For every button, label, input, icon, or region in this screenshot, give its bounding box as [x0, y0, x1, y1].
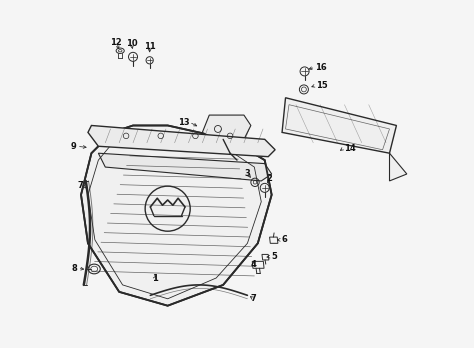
Polygon shape	[282, 98, 396, 153]
Text: 2: 2	[267, 174, 273, 183]
Polygon shape	[390, 153, 407, 181]
Polygon shape	[88, 126, 275, 157]
Text: 6: 6	[282, 235, 287, 244]
Text: 15: 15	[316, 81, 328, 90]
Text: 12: 12	[110, 39, 122, 47]
Text: 13: 13	[178, 118, 189, 127]
Text: 9: 9	[71, 142, 77, 151]
Text: 14: 14	[344, 143, 356, 152]
Text: 11: 11	[144, 42, 155, 51]
Polygon shape	[202, 115, 251, 146]
Text: 4: 4	[251, 260, 256, 269]
Text: 7: 7	[77, 181, 83, 190]
Text: 1: 1	[152, 274, 157, 283]
Text: 5: 5	[271, 252, 277, 261]
Polygon shape	[81, 126, 272, 306]
Text: 16: 16	[315, 63, 327, 72]
Text: 7: 7	[251, 294, 256, 303]
Text: 10: 10	[126, 39, 137, 48]
Text: 8: 8	[72, 264, 78, 273]
Text: 3: 3	[245, 169, 250, 178]
Polygon shape	[99, 153, 272, 181]
